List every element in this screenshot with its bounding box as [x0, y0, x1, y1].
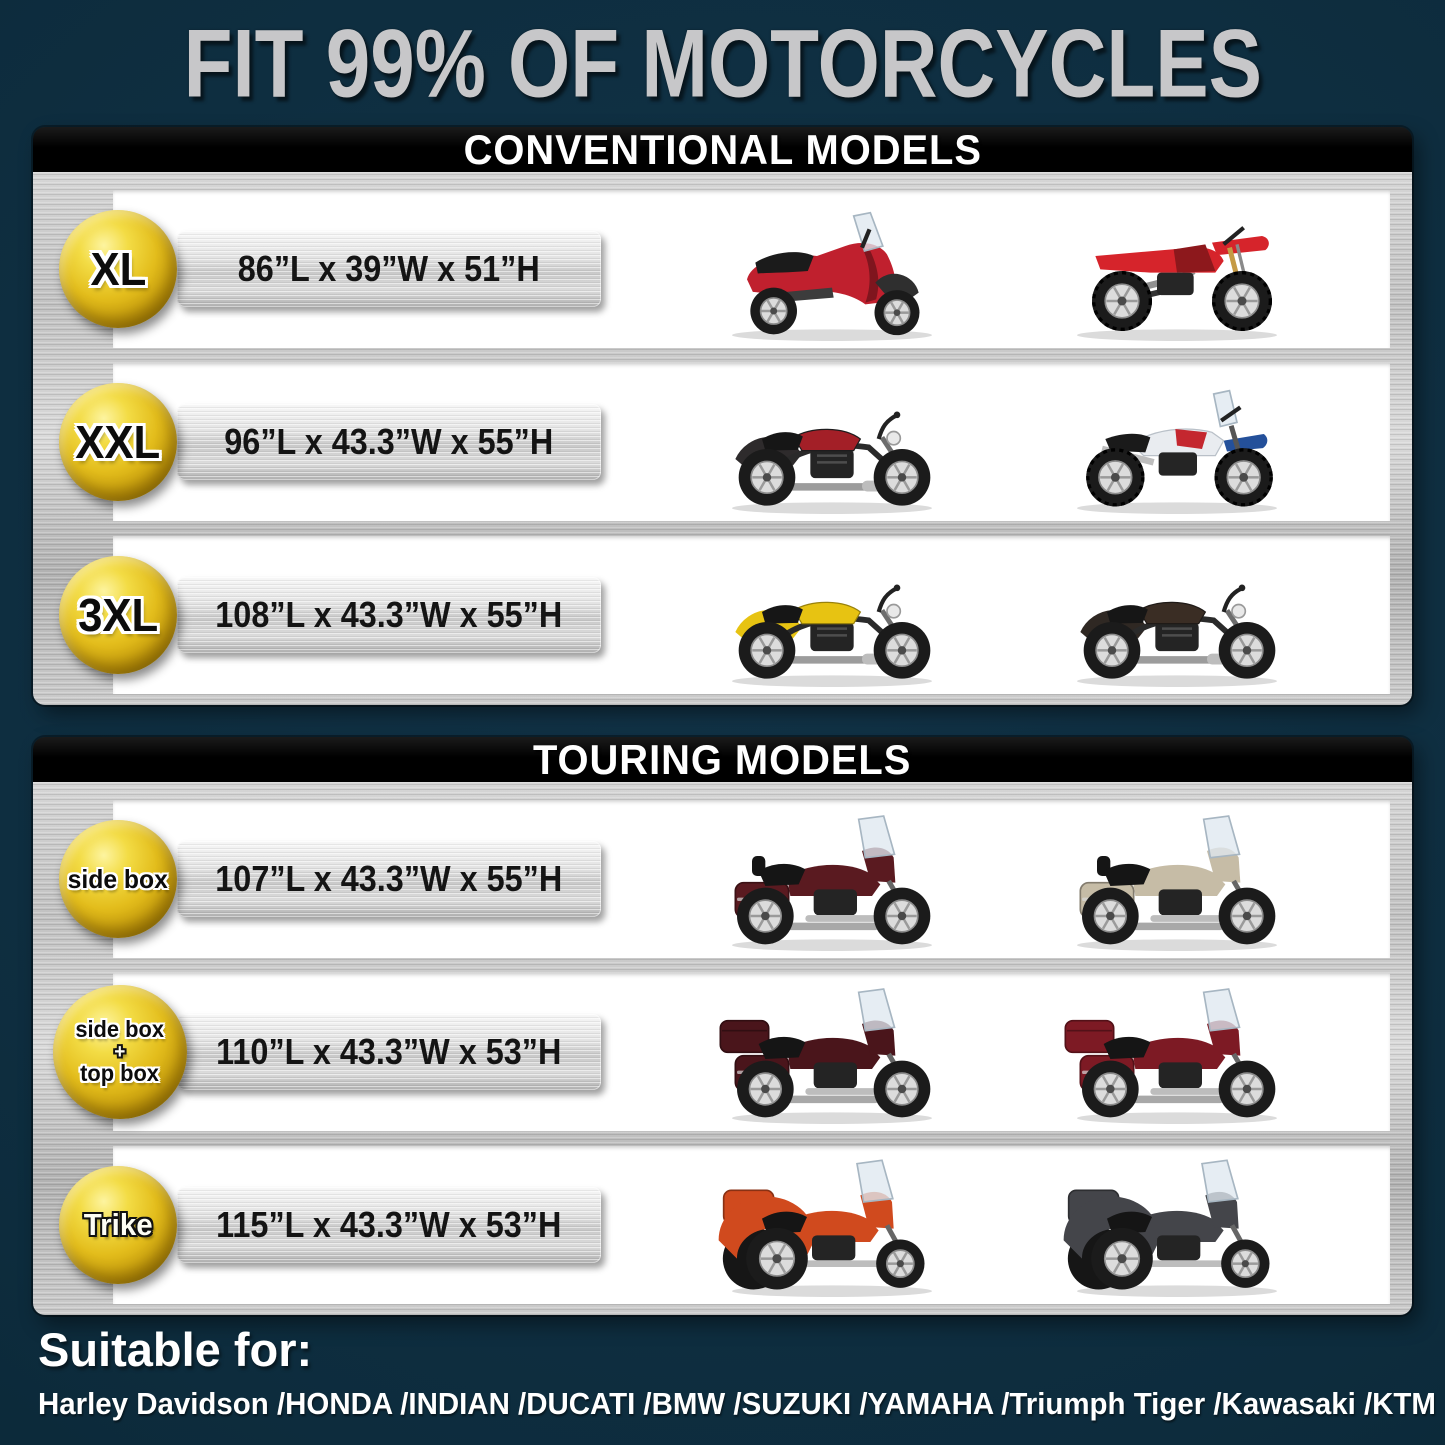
dimensions-bar: 108”L x 43.3”W x 55”H — [177, 577, 601, 653]
conventional-models-header: CONVENTIONAL MODELS — [33, 127, 1412, 173]
dimensions-text: 115”L x 43.3”W x 53”H — [216, 1204, 562, 1245]
size-badge: XL — [59, 210, 177, 328]
conventional-models-panel: CONVENTIONAL MODELS XL 86”L x 39”W x 51”H… — [33, 127, 1412, 705]
page-title: FIT 99% OF MOTORCYCLES — [0, 16, 1445, 112]
dimensions-bar: 115”L x 43.3”W x 53”H — [177, 1187, 601, 1263]
size-row: 3XL 108”L x 43.3”W x 55”H — [59, 536, 1390, 694]
maroon-touring-bike-windshield — [732, 815, 933, 951]
size-row: side box 107”L x 43.3”W x 55”H — [59, 800, 1390, 958]
dimensions-bar: 107”L x 43.3”W x 55”H — [177, 841, 601, 917]
dimensions-bar: 96”L x 43.3”W x 55”H — [177, 404, 601, 480]
size-badge-label: side box — [67, 863, 169, 894]
size-row: side box + top box 110”L x 43.3”W x 53”H — [53, 973, 1390, 1131]
suitable-for-label: Suitable for: — [38, 1323, 313, 1376]
size-badge: 3XL — [59, 556, 177, 674]
charcoal-trike — [1063, 1159, 1277, 1297]
dimensions-text: 108”L x 43.3”W x 55”H — [215, 594, 563, 635]
touring-models-body: side box 107”L x 43.3”W x 55”H side box + to… — [33, 782, 1412, 1315]
red-dirt-bike — [1076, 226, 1277, 341]
conventional-models-title: CONVENTIONAL MODELS — [463, 127, 982, 173]
size-row: Trike 115”L x 43.3”W x 53”H — [59, 1146, 1390, 1304]
dark-red-gold-wing-tourer — [1064, 988, 1277, 1124]
motorcycle-images — [619, 536, 1390, 694]
size-row: XL 86”L x 39”W x 51”H — [59, 190, 1390, 348]
brand-list: Harley Davidson /HONDA /INDIAN /DUCATI /… — [38, 1386, 1436, 1421]
tan-touring-bagger — [1076, 815, 1277, 951]
motorcycle-images — [619, 800, 1390, 958]
size-badge-label: side box — [75, 1016, 165, 1043]
size-row: XXL 96”L x 43.3”W x 55”H — [59, 363, 1390, 521]
motorcycle-images — [619, 973, 1390, 1131]
size-badge: XXL — [59, 383, 177, 501]
size-badge: side box — [59, 820, 177, 938]
size-badge-label: XXL — [75, 415, 161, 468]
black-cruiser — [1076, 584, 1277, 687]
dimensions-text: 86”L x 39”W x 51”H — [238, 248, 540, 289]
dimensions-text: 110”L x 43.3”W x 53”H — [216, 1031, 562, 1072]
dimensions-bar: 86”L x 39”W x 51”H — [177, 231, 601, 307]
motorcycle-images — [619, 363, 1390, 521]
dimensions-text: 96”L x 43.3”W x 55”H — [224, 421, 554, 462]
motorcycle-images — [619, 190, 1390, 348]
page-title-text: FIT 99% OF MOTORCYCLES — [183, 10, 1262, 118]
size-badge-label: XL — [90, 242, 146, 295]
size-badge-label: + — [114, 1040, 126, 1063]
motorcycle-images — [619, 1146, 1390, 1304]
black-red-cruiser — [732, 411, 933, 514]
dimensions-text: 107”L x 43.3”W x 55”H — [215, 858, 563, 899]
size-badge-label: 3XL — [77, 588, 159, 641]
touring-models-title: TOURING MODELS — [533, 737, 912, 783]
dimensions-bar: 110”L x 43.3”W x 53”H — [177, 1014, 601, 1090]
touring-models-panel: TOURING MODELS side box 107”L x 43.3”W x … — [33, 737, 1412, 1315]
conventional-models-body: XL 86”L x 39”W x 51”H XXL 96”L x 43.3”W x 5… — [33, 172, 1412, 705]
yellow-chopper — [732, 584, 933, 687]
touring-models-header: TOURING MODELS — [33, 737, 1412, 783]
size-badge-label: top box — [80, 1060, 160, 1087]
size-badge: side box + top box — [53, 985, 187, 1119]
orange-gold-wing-trike — [718, 1159, 933, 1297]
size-badge: Trike — [59, 1166, 177, 1284]
red-adventure-scooter — [732, 211, 933, 341]
maroon-full-dress-tourer — [719, 988, 933, 1124]
white-blue-adventure-bike — [1076, 389, 1277, 514]
size-badge-label: Trike — [83, 1207, 153, 1243]
